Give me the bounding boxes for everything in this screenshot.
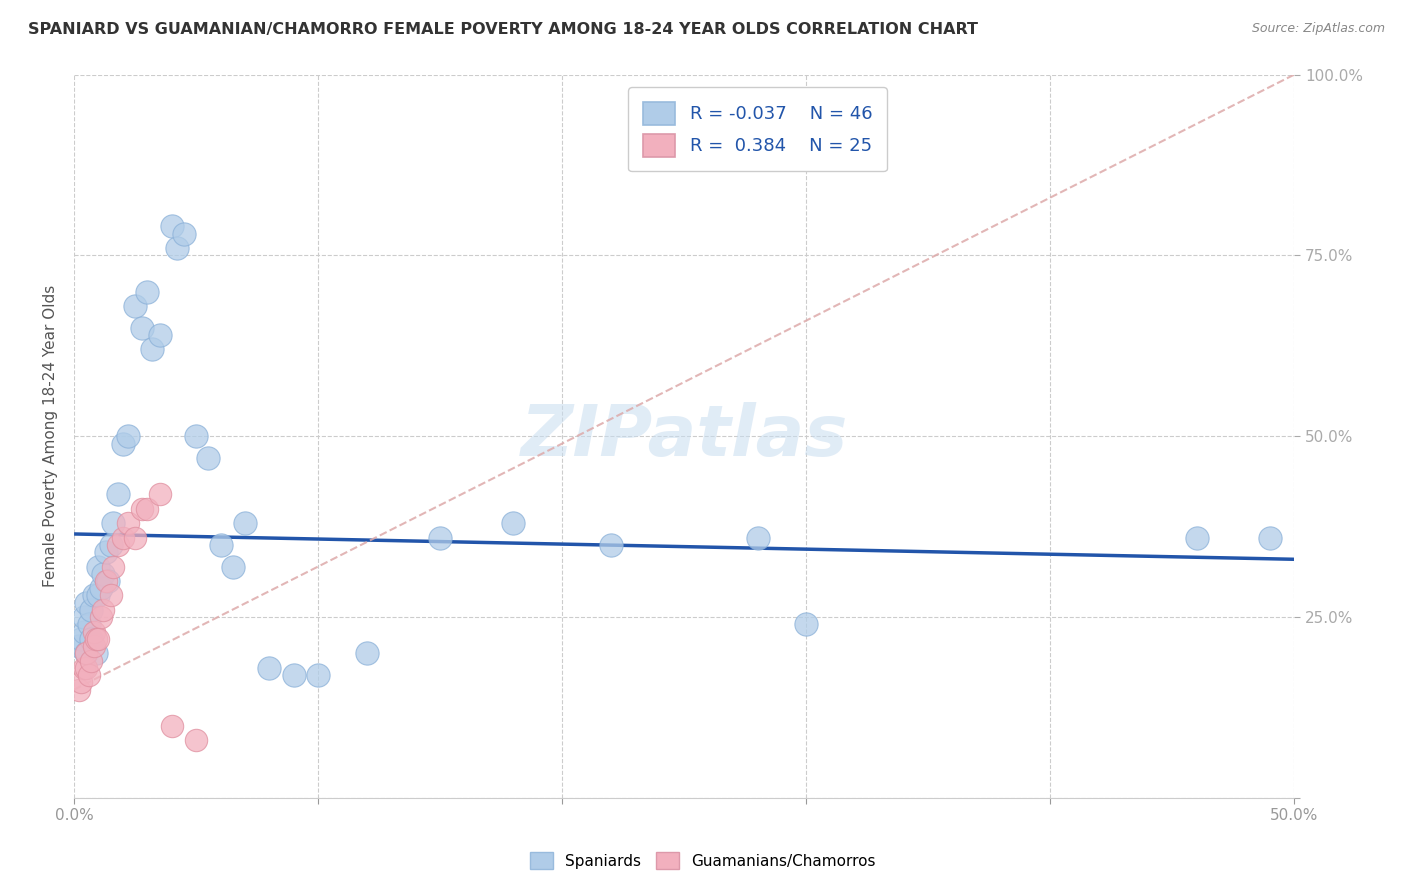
Point: [70, 675, 93, 690]
Point: [97, 574, 120, 588]
Point: [747, 531, 769, 545]
Point: [75, 646, 97, 660]
Point: [502, 516, 524, 530]
Point: [73, 610, 96, 624]
Text: SPANIARD VS GUAMANIAN/CHAMORRO FEMALE POVERTY AMONG 18-24 YEAR OLDS CORRELATION : SPANIARD VS GUAMANIAN/CHAMORRO FEMALE PO…: [28, 22, 979, 37]
Point: [107, 487, 129, 501]
Point: [148, 487, 170, 501]
Point: [94, 574, 117, 588]
Point: [117, 429, 139, 443]
Point: [141, 343, 163, 357]
Point: [160, 719, 183, 733]
Point: [148, 328, 170, 343]
Point: [356, 646, 378, 660]
Point: [73, 661, 96, 675]
Point: [93, 603, 115, 617]
Point: [111, 531, 134, 545]
Point: [80, 632, 103, 646]
Point: [160, 219, 183, 234]
Point: [1185, 531, 1208, 545]
Point: [794, 617, 817, 632]
Point: [184, 429, 207, 443]
Point: [117, 516, 139, 530]
Point: [233, 516, 256, 530]
Point: [77, 668, 100, 682]
Point: [107, 538, 129, 552]
Point: [77, 617, 100, 632]
Point: [136, 285, 159, 299]
Point: [173, 227, 195, 241]
Point: [136, 501, 159, 516]
Point: [87, 589, 110, 603]
Point: [184, 733, 207, 747]
Point: [124, 531, 146, 545]
Point: [67, 639, 90, 653]
Point: [80, 603, 103, 617]
Point: [259, 661, 281, 675]
Point: [100, 589, 122, 603]
Point: [70, 632, 93, 646]
Point: [100, 538, 122, 552]
Point: [429, 531, 451, 545]
Y-axis label: Female Poverty Among 18-24 Year Olds: Female Poverty Among 18-24 Year Olds: [44, 285, 58, 588]
Point: [83, 589, 105, 603]
Point: [75, 646, 97, 660]
Legend: Spaniards, Guamanians/Chamorros: Spaniards, Guamanians/Chamorros: [524, 846, 882, 875]
Point: [283, 668, 305, 682]
Text: Source: ZipAtlas.com: Source: ZipAtlas.com: [1251, 22, 1385, 36]
Point: [197, 450, 219, 465]
Point: [67, 682, 90, 697]
Point: [222, 559, 245, 574]
Point: [111, 436, 134, 450]
Point: [124, 299, 146, 313]
Point: [83, 624, 105, 639]
Point: [84, 646, 107, 660]
Legend: R = -0.037    N = 46, R =  0.384    N = 25: R = -0.037 N = 46, R = 0.384 N = 25: [628, 87, 887, 171]
Point: [73, 624, 96, 639]
Point: [166, 241, 188, 255]
Point: [94, 545, 117, 559]
Point: [101, 516, 124, 530]
Text: ZIPatlas: ZIPatlas: [520, 401, 848, 471]
Point: [101, 559, 124, 574]
Point: [87, 559, 110, 574]
Point: [75, 661, 97, 675]
Point: [80, 654, 103, 668]
Point: [93, 566, 115, 581]
Point: [307, 668, 329, 682]
Point: [131, 320, 153, 334]
Point: [131, 501, 153, 516]
Point: [90, 581, 112, 595]
Point: [84, 632, 107, 646]
Point: [83, 639, 105, 653]
Point: [87, 632, 110, 646]
Point: [209, 538, 232, 552]
Point: [600, 538, 623, 552]
Point: [1258, 531, 1281, 545]
Point: [75, 596, 97, 610]
Point: [90, 610, 112, 624]
